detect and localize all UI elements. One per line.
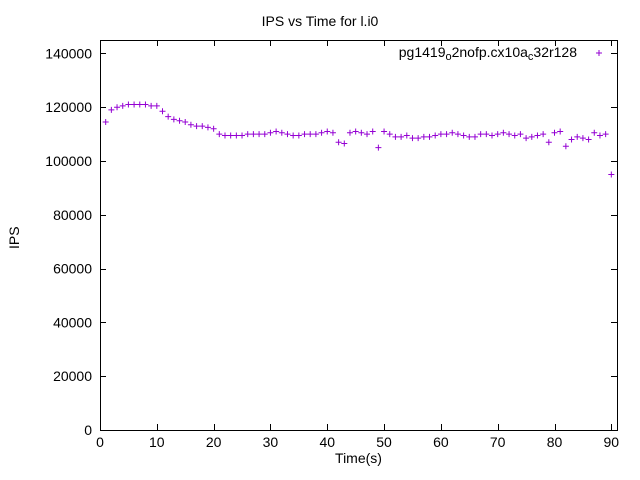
y-tick-label: 20000: [53, 368, 92, 384]
y-tick-label: 140000: [45, 45, 92, 61]
x-tick-label: 90: [604, 434, 620, 450]
y-tick-label: 0: [84, 422, 92, 438]
x-tick-label: 30: [263, 434, 279, 450]
y-tick-label: 80000: [53, 207, 92, 223]
x-tick-label: 60: [433, 434, 449, 450]
y-tick-label: 100000: [45, 153, 92, 169]
x-tick-label: 10: [149, 434, 165, 450]
x-axis-label: Time(s): [335, 450, 382, 466]
chart-title: IPS vs Time for l.i0: [261, 13, 379, 29]
x-tick-label: 80: [547, 434, 563, 450]
x-tick-label: 40: [319, 434, 335, 450]
y-tick-label: 40000: [53, 314, 92, 330]
series-points: [102, 101, 615, 178]
legend-marker-plus-icon: [596, 50, 602, 56]
legend-label: pg1419o2nofp.cx10ac32r128: [399, 44, 577, 63]
x-tick-label: 70: [490, 434, 506, 450]
x-tick-label: 0: [96, 434, 104, 450]
x-tick-label: 20: [206, 434, 222, 450]
x-tick-label: 50: [376, 434, 392, 450]
plot-border: [100, 40, 618, 431]
y-tick-label: 60000: [53, 261, 92, 277]
y-tick-label: 120000: [45, 99, 92, 115]
